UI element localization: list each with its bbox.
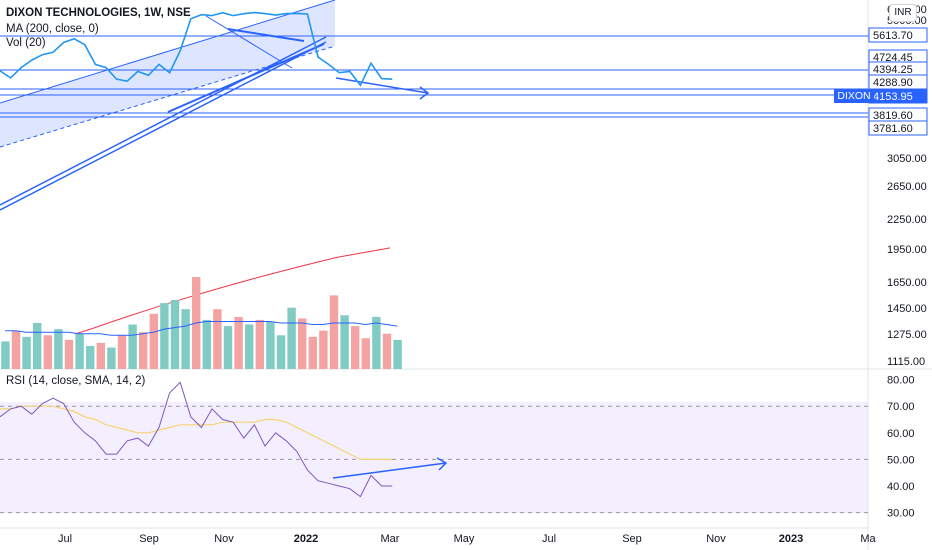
rsi-axis-tick: 70.00 [887, 401, 915, 413]
volume-bar [213, 309, 222, 369]
volume-legend[interactable]: Vol (20) [6, 37, 46, 49]
volume-bar [86, 346, 95, 369]
price-axis-tick: 1450.00 [887, 303, 927, 315]
volume-bar [351, 326, 360, 369]
volume-bar [43, 335, 52, 369]
time-axis-tick: Ma [860, 533, 876, 545]
volume-bar [372, 316, 381, 369]
projection-arrow-line [335, 77, 429, 94]
time-axis-tick: Nov [706, 533, 726, 545]
price-label-text: 5613.70 [873, 30, 913, 42]
volume-bar [1, 341, 10, 369]
price-label-text: 3819.60 [873, 110, 913, 122]
support-trendline [167, 43, 325, 113]
price-axis-tick: 1650.00 [887, 277, 927, 289]
price-line [0, 11, 393, 87]
price-label-text: 4288.90 [873, 77, 913, 89]
time-axis-tick: Jul [542, 533, 556, 545]
channel-mid-line [0, 45, 336, 148]
symbol-title[interactable]: DIXON TECHNOLOGIES, 1W, NSE [6, 7, 191, 19]
price-axis-tick: 1950.00 [887, 244, 927, 256]
time-axis-tick: Sep [139, 533, 159, 545]
rsi-divergence-arrow [332, 462, 447, 479]
time-axis-tick: 2022 [294, 533, 318, 545]
price-axis-tick: 2250.00 [887, 214, 927, 226]
rsi-band [0, 402, 868, 513]
volume-bar [75, 333, 84, 369]
volume-bar [107, 347, 116, 369]
time-axis-tick: Mar [381, 533, 400, 545]
volume-bar [266, 321, 275, 369]
volume-bar [361, 338, 370, 369]
time-axis-tick: May [454, 533, 475, 545]
rsi-legend[interactable]: RSI (14, close, SMA, 14, 2) [6, 375, 146, 387]
rsi-divergence-arrowhead [436, 457, 448, 471]
currency-badge[interactable]: INR [889, 4, 917, 22]
resistance-trendline [227, 28, 305, 42]
time-axis-tick: Jul [58, 533, 72, 545]
time-axis-tick: 2023 [779, 533, 803, 545]
volume-bar [276, 335, 286, 369]
price-label-text: 4394.25 [873, 64, 913, 76]
volume-bar [128, 324, 137, 369]
price-label-box [868, 27, 928, 43]
volume-bar [170, 300, 180, 369]
symbol-tag: DIXON [834, 89, 874, 103]
price-axis-tick: 1275.00 [887, 329, 927, 341]
ma200-line [74, 247, 391, 335]
volume-bar [234, 316, 243, 369]
channel-fill [0, 0, 335, 147]
price-axis-tick: 3050.00 [887, 153, 927, 165]
volume-bar [160, 303, 169, 369]
volume-bar [96, 342, 105, 369]
volume-bar [149, 313, 158, 369]
rsi-axis-tick: 30.00 [887, 508, 915, 520]
volume-bar [54, 329, 63, 369]
rsi-axis-tick: 60.00 [887, 428, 915, 440]
rsi-axis-tick: 40.00 [887, 481, 915, 493]
channel-top-line [0, 0, 336, 104]
volume-bar [22, 336, 31, 369]
descending-line [205, 15, 293, 69]
volume-bar [393, 339, 402, 369]
price-label-text: 4724.45 [873, 52, 913, 64]
rsi-line [0, 381, 393, 498]
volume-bar [319, 330, 328, 369]
rsi-axis-tick: 80.00 [887, 375, 915, 387]
time-axis-tick: Nov [214, 533, 234, 545]
rsi-sma-line [0, 405, 393, 460]
volume-bar [340, 315, 349, 369]
price-label-box [868, 120, 928, 136]
price-axis-tick: 2650.00 [887, 181, 927, 193]
volume-bar [117, 335, 127, 369]
price-label-text: 3781.60 [873, 123, 913, 135]
projection-arrowhead [419, 86, 430, 100]
volume-bar [181, 309, 190, 369]
rsi-axis-tick: 50.00 [887, 454, 915, 466]
volume-bar [255, 319, 264, 369]
volume-bar [33, 323, 42, 369]
volume-bar [11, 330, 21, 369]
volume-bar [223, 326, 233, 369]
volume-bar [382, 333, 392, 369]
volume-bar [64, 339, 74, 369]
volume-bar [329, 295, 339, 369]
volume-ma-line [5, 321, 398, 336]
ma-legend[interactable]: MA (200, close, 0) [6, 23, 99, 35]
volume-bar [298, 318, 307, 369]
channel-lower-line-1 [0, 36, 327, 206]
volume-bar [139, 332, 148, 369]
volume-bar [287, 307, 296, 369]
time-axis-tick: Sep [622, 533, 642, 545]
price-label-text: 4153.95 [873, 91, 913, 103]
volume-bar [245, 324, 254, 369]
volume-bar [202, 319, 211, 369]
volume-bar [308, 336, 317, 369]
price-axis-tick: 1115.00 [887, 356, 925, 368]
